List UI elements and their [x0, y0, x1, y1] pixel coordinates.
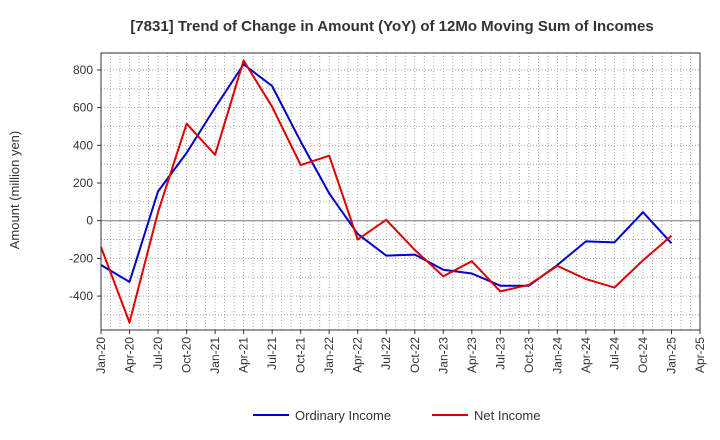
y-tick-label: 600: [73, 101, 93, 115]
x-tick-label: Apr-20: [123, 337, 137, 373]
series-lines: [100, 59, 673, 324]
x-tick-label: Oct-23: [522, 337, 536, 373]
legend: Ordinary Income Net Income: [253, 408, 540, 423]
x-tick-label: Jan-20: [94, 337, 108, 374]
x-tick-label: Oct-20: [180, 337, 194, 373]
x-tick-label: Jul-21: [265, 337, 279, 370]
x-tick-label: Apr-21: [237, 337, 251, 373]
x-tick-label: Jan-23: [436, 337, 450, 374]
y-tick-label: 800: [73, 63, 93, 77]
y-tick-label: -400: [69, 289, 93, 303]
y-axis-ticks: -400 -200 0 200 400 600 800: [69, 63, 101, 303]
x-tick-label: Jan-24: [550, 337, 564, 374]
x-tick-label: Jul-23: [493, 337, 507, 370]
x-tick-label: Jan-25: [664, 337, 678, 374]
x-tick-label: Oct-24: [636, 337, 650, 373]
x-tick-label: Apr-23: [465, 337, 479, 373]
x-tick-label: Oct-21: [294, 337, 308, 373]
grid-lines: [100, 53, 701, 330]
x-tick-label: Oct-22: [408, 337, 422, 373]
x-tick-label: Jan-22: [322, 337, 336, 374]
y-tick-label: 0: [86, 214, 93, 228]
y-tick-label: 200: [73, 176, 93, 190]
x-tick-label: Jul-20: [151, 337, 165, 370]
x-tick-label: Jul-24: [607, 337, 621, 370]
legend-label: Net Income: [474, 408, 540, 423]
y-tick-label: -200: [69, 251, 93, 265]
series-line-ordinary-income: [100, 63, 673, 287]
x-axis-ticks: Jan-20 Apr-20 Jul-20 Oct-20 Jan-21 Apr-21 Jul-…: [94, 330, 707, 374]
chart-title: [7831] Trend of Change in Amount (YoY) o…: [130, 18, 653, 35]
x-tick-label: Apr-22: [351, 337, 365, 373]
x-tick-label: Apr-25: [693, 337, 707, 373]
y-tick-label: 400: [73, 138, 93, 152]
legend-label: Ordinary Income: [295, 408, 391, 423]
series-line-net-income: [100, 59, 673, 324]
x-tick-label: Jan-21: [208, 337, 222, 374]
plot-frame: [100, 52, 701, 331]
y-axis-label: Amount (million yen): [7, 131, 22, 250]
x-tick-label: Jul-22: [379, 337, 393, 370]
x-tick-label: Apr-24: [579, 337, 593, 373]
